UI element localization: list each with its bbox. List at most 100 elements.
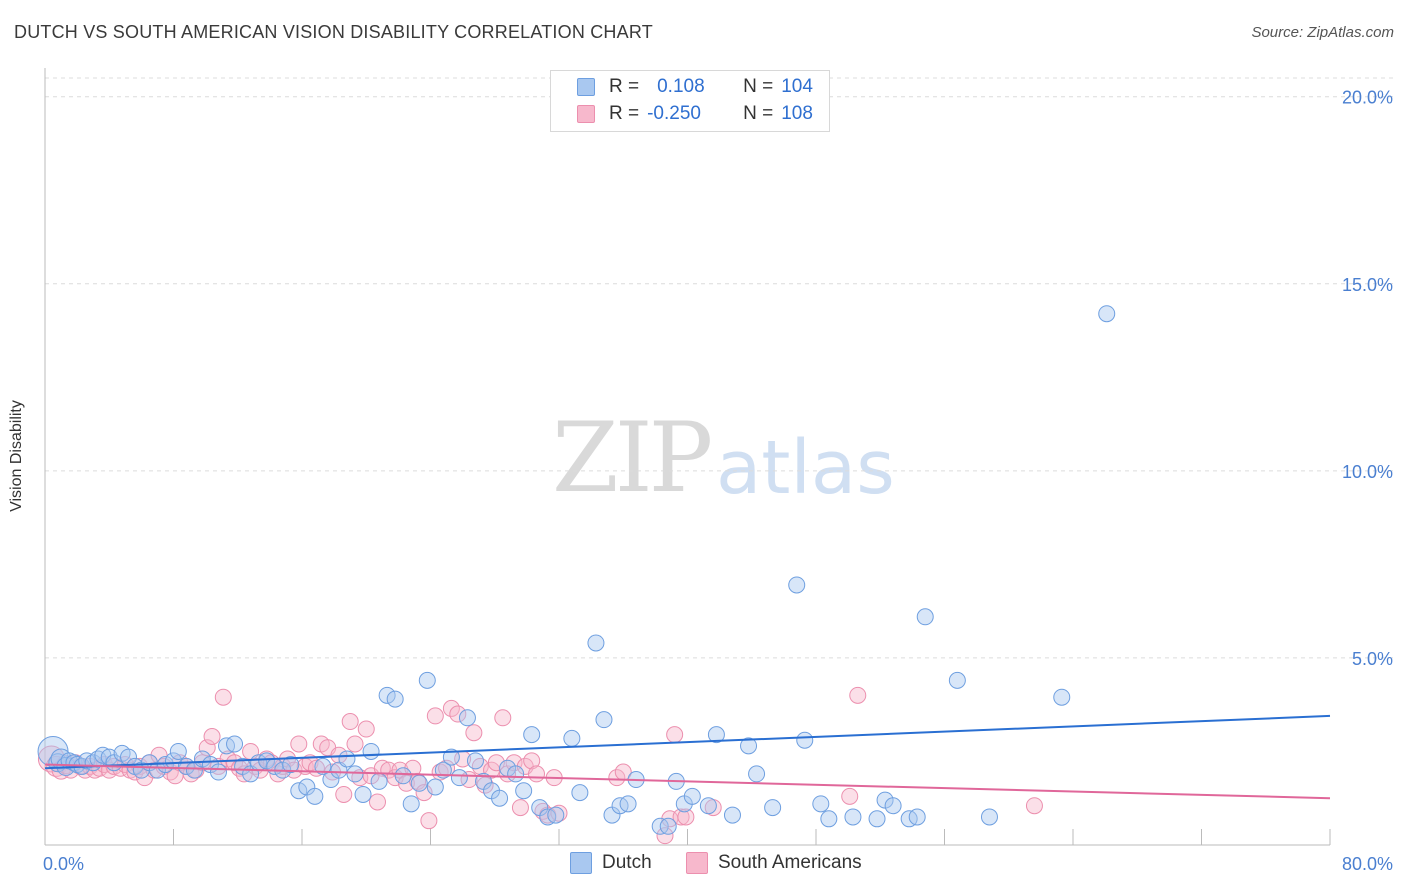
dutch-point bbox=[796, 731, 814, 749]
south-americans-swatch bbox=[577, 105, 595, 123]
gridlines bbox=[45, 77, 1395, 659]
legend-label-south-americans: South Americans bbox=[718, 852, 862, 873]
legend-row-south-americans: R = -0.250 N = 108 bbox=[551, 101, 813, 127]
south-americans-point bbox=[420, 812, 438, 830]
dutch-point bbox=[723, 806, 741, 824]
series-legend: Dutch South Americans bbox=[0, 852, 1406, 878]
dutch-point bbox=[707, 726, 725, 744]
dutch-point bbox=[282, 756, 300, 774]
south-americans-swatch bbox=[686, 852, 708, 874]
dutch-point bbox=[209, 763, 227, 781]
dutch-point bbox=[290, 782, 308, 800]
dutch-point bbox=[386, 690, 404, 708]
south-americans-point bbox=[415, 784, 433, 802]
dutch-point bbox=[1053, 688, 1071, 706]
south-americans-point bbox=[841, 787, 859, 805]
dutch-point bbox=[547, 806, 565, 824]
dutch-point bbox=[442, 748, 460, 766]
south-americans-point bbox=[290, 735, 308, 753]
south-americans-trend-line bbox=[44, 763, 1331, 800]
y-tick-label: 10.0% bbox=[1342, 462, 1393, 482]
dutch-point bbox=[595, 711, 613, 729]
south-americans-point bbox=[203, 727, 221, 745]
south-americans-point bbox=[357, 720, 375, 738]
legend-item-south-americans: South Americans bbox=[686, 852, 862, 874]
source-label: Source: ZipAtlas.com bbox=[1251, 24, 1394, 41]
south-americans-point bbox=[465, 724, 483, 742]
watermark-zip: ZIP bbox=[552, 402, 713, 514]
watermark-atlas: atlas bbox=[716, 425, 895, 511]
south-americans-point bbox=[608, 769, 626, 787]
dutch-point bbox=[378, 686, 396, 704]
dutch-point bbox=[338, 750, 356, 768]
dutch-point bbox=[884, 797, 902, 815]
dutch-points bbox=[37, 305, 1116, 835]
south-americans-point bbox=[511, 799, 529, 817]
dutch-point bbox=[410, 774, 428, 792]
dutch-point bbox=[748, 765, 766, 783]
dutch-swatch bbox=[570, 852, 592, 874]
dutch-point bbox=[587, 634, 605, 652]
dutch-point bbox=[868, 810, 886, 828]
dutch-point bbox=[491, 789, 509, 807]
south-americans-point bbox=[849, 686, 867, 704]
south-americans-point bbox=[1025, 797, 1043, 815]
south-americans-point bbox=[198, 739, 216, 757]
y-tick-label: 5.0% bbox=[1352, 649, 1393, 669]
dutch-point bbox=[450, 769, 468, 787]
south-americans-point bbox=[449, 705, 467, 723]
south-americans-point bbox=[341, 713, 359, 731]
legend-r-label: R = bbox=[609, 103, 640, 124]
dutch-point bbox=[370, 772, 388, 790]
dutch-point bbox=[948, 671, 966, 689]
south-americans-point bbox=[442, 699, 460, 717]
south-americans-point bbox=[346, 735, 364, 753]
trend-lines bbox=[44, 714, 1331, 800]
south-americans-point bbox=[335, 785, 353, 803]
dutch-point bbox=[354, 785, 372, 803]
dutch-point bbox=[916, 608, 934, 626]
legend-r-value: 0.108 bbox=[657, 76, 705, 97]
dutch-point bbox=[458, 709, 476, 727]
dutch-point bbox=[515, 782, 533, 800]
dutch-point bbox=[812, 795, 830, 813]
dutch-point bbox=[571, 784, 589, 802]
dutch-point bbox=[1098, 305, 1116, 323]
legend-n-value: 104 bbox=[781, 76, 813, 97]
tick-labels: 5.0% 10.0% 15.0% 20.0% 0.0% 80.0% bbox=[43, 88, 1393, 874]
dutch-point bbox=[820, 810, 838, 828]
dutch-point bbox=[699, 797, 717, 815]
dutch-point bbox=[226, 735, 244, 753]
x-tick-label: 80.0% bbox=[1342, 854, 1393, 874]
south-americans-point bbox=[368, 793, 386, 811]
y-tick-label: 15.0% bbox=[1342, 275, 1393, 295]
dutch-point bbox=[619, 795, 637, 813]
legend-item-dutch: Dutch bbox=[570, 852, 652, 874]
dutch-point bbox=[507, 765, 525, 783]
south-americans-point bbox=[214, 688, 232, 706]
dutch-point bbox=[788, 576, 806, 594]
dutch-point bbox=[362, 742, 380, 760]
south-americans-point bbox=[226, 754, 244, 772]
dutch-swatch bbox=[577, 78, 595, 96]
south-americans-point bbox=[494, 709, 512, 727]
x-tick-label: 0.0% bbox=[43, 854, 84, 874]
south-americans-point bbox=[523, 752, 541, 770]
south-americans-point bbox=[672, 808, 690, 826]
dutch-point bbox=[306, 787, 324, 805]
dutch-point bbox=[394, 767, 412, 785]
dutch-point bbox=[563, 729, 581, 747]
y-tick-label: 20.0% bbox=[1342, 88, 1393, 108]
dutch-point bbox=[466, 752, 484, 770]
dutch-point bbox=[844, 808, 862, 826]
dutch-point bbox=[523, 726, 541, 744]
dutch-trend-line bbox=[44, 714, 1331, 770]
legend-r-value: -0.250 bbox=[647, 103, 701, 124]
dutch-point bbox=[314, 757, 332, 775]
south-americans-point bbox=[656, 827, 674, 845]
legend-label-dutch: Dutch bbox=[602, 852, 652, 873]
correlation-legend: R = 0.108 N = 104 R = -0.250 N = 108 bbox=[550, 70, 830, 132]
chart-title: DUTCH VS SOUTH AMERICAN VISION DISABILIT… bbox=[14, 22, 653, 42]
south-americans-point bbox=[426, 707, 444, 725]
